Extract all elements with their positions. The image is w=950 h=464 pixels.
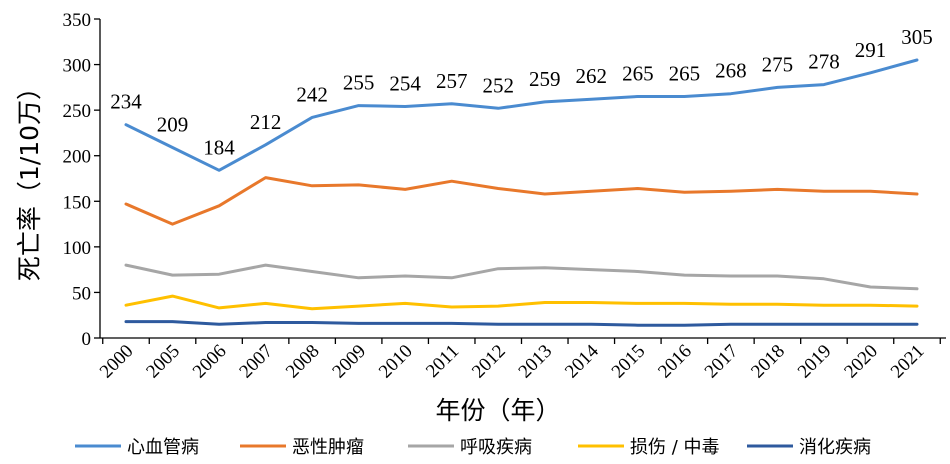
data-label: 242 [296, 82, 328, 106]
data-label: 265 [622, 61, 654, 85]
y-tick-label: 250 [63, 101, 92, 122]
x-tick-label: 2016 [654, 341, 696, 383]
y-tick-label: 350 [63, 10, 92, 31]
x-tick-label: 2014 [561, 340, 603, 382]
data-label: 254 [389, 71, 421, 95]
data-label: 305 [901, 25, 933, 49]
series-line-2 [124, 176, 919, 226]
x-axis-ticks: 2000 2005 2006 2007 2008 2009 2010 2011 2012 2013… [96, 338, 941, 383]
series-lines [124, 58, 919, 327]
y-axis-title: 死亡率（1/10万） [15, 75, 44, 281]
x-tick-label: 2010 [375, 341, 417, 383]
y-axis-ticks: 0 50 100 150 200 250 300 350 [63, 10, 100, 350]
x-tick-label: 2009 [328, 341, 370, 383]
legend-label-3: 呼吸疾病 [460, 437, 532, 458]
data-label: 265 [669, 61, 701, 85]
y-tick-label: 150 [63, 192, 92, 213]
data-label: 291 [855, 38, 887, 62]
y-tick-label: 0 [82, 329, 92, 350]
data-label: 259 [529, 67, 561, 91]
data-label: 252 [482, 73, 514, 97]
legend-label-4: 损伤 / 中毒 [630, 437, 720, 458]
series-line-1 [124, 58, 919, 172]
x-tick-label: 2018 [747, 341, 789, 383]
data-label: 268 [715, 59, 747, 83]
series-line-5 [124, 320, 919, 327]
x-tick-label: 2017 [701, 341, 743, 383]
series-line-4 [124, 294, 919, 311]
data-label: 212 [250, 110, 282, 134]
x-tick-label: 2013 [515, 341, 557, 383]
data-label: 257 [436, 69, 468, 93]
x-tick-label: 2008 [282, 341, 324, 383]
legend: 心血管病 恶性肿瘤 呼吸疾病 损伤 / 中毒 消化疾病 [75, 437, 871, 458]
series-line-3 [124, 263, 919, 291]
x-tick-label: 2021 [887, 341, 929, 383]
x-tick-label: 2011 [422, 341, 463, 382]
data-label: 275 [762, 52, 794, 76]
y-tick-label: 200 [63, 147, 92, 168]
legend-label-2: 恶性肿瘤 [292, 437, 364, 458]
x-tick-label: 2006 [189, 341, 231, 383]
legend-label-1: 心血管病 [127, 437, 199, 458]
x-tick-label: 2012 [468, 341, 510, 383]
x-tick-label: 2019 [794, 341, 836, 383]
axes [99, 19, 946, 339]
y-tick-label: 100 [63, 238, 92, 259]
x-tick-label: 2007 [235, 341, 277, 383]
x-axis-title: 年份（年） [435, 396, 560, 425]
legend-label-5: 消化疾病 [799, 437, 871, 458]
y-tick-label: 300 [63, 56, 92, 77]
x-tick-label: 2020 [840, 341, 882, 383]
data-label: 184 [203, 135, 235, 159]
data-label: 262 [576, 64, 608, 88]
y-tick-label: 50 [72, 283, 91, 304]
data-labels: 234 209 184 212 242 255 254 257 252 259 262 265 265 2… [110, 25, 933, 159]
x-tick-label: 2015 [608, 341, 650, 383]
data-label: 234 [110, 90, 142, 114]
x-tick-label: 2005 [142, 341, 184, 383]
data-label: 209 [157, 113, 189, 137]
x-tick-label: 2000 [96, 341, 138, 383]
data-label: 278 [808, 50, 840, 74]
data-label: 255 [343, 71, 375, 95]
